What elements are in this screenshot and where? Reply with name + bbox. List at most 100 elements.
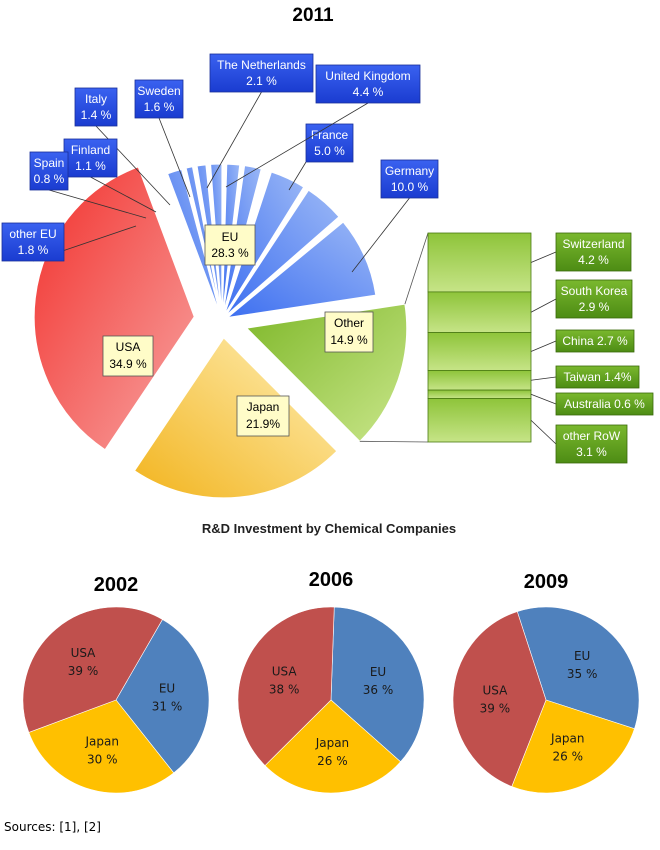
eu-label-spain: Spain 0.8 %	[29, 151, 147, 219]
leader-line	[90, 176, 157, 213]
other-label-text: China 2.7 %	[562, 334, 628, 348]
other-label-china: China 2.7 %	[530, 329, 635, 353]
bar-segment-switzerland	[427, 232, 532, 293]
other-label-box	[555, 329, 635, 353]
eu-label-value: 1.4 %	[81, 108, 112, 122]
other-label-south-korea: South Korea 2.9 %	[530, 279, 633, 319]
eu-label-name: Italy	[85, 92, 107, 106]
svg-text:34.9 %: 34.9 %	[109, 357, 147, 371]
slice-label-name: Japan	[315, 736, 349, 750]
other-label-australia: Australia 0.6 %	[530, 392, 654, 416]
svg-text:Japan: Japan	[247, 400, 280, 414]
other-label-name: South Korea	[561, 284, 628, 298]
eu-label-other-eu: other EU 1.8 %	[1, 222, 137, 262]
bar-segment-taiwan	[427, 370, 532, 391]
leader-line	[530, 340, 557, 352]
leader-line	[288, 161, 307, 191]
leader-line	[158, 117, 191, 198]
eu-label-value: 1.6 %	[144, 100, 175, 114]
eu-label-value: 4.4 %	[353, 85, 384, 99]
other-label-name: other RoW	[563, 429, 621, 443]
slice-usa	[452, 611, 547, 787]
eu-label-box	[1, 222, 65, 262]
other-label-taiwan: Taiwan 1.4%	[530, 365, 640, 389]
leader-line	[225, 102, 369, 188]
slice-label-name: EU	[574, 649, 590, 663]
eu-label-name: Germany	[385, 164, 434, 178]
other-label-box	[555, 365, 640, 389]
other-label-name: Switzerland	[562, 237, 624, 251]
eu-label-finland: Finland 1.1 %	[63, 138, 157, 213]
eu-label-box	[209, 53, 314, 93]
chart-title-2011: 2011	[292, 5, 334, 26]
slice-label-name: USA	[272, 665, 298, 679]
slice-label-name: USA	[482, 683, 508, 697]
label-usa: USA 34.9 %	[102, 335, 154, 377]
pie-title: 2002	[94, 574, 139, 596]
sources-note: Sources: [1], [2]	[4, 820, 101, 834]
leader-line	[530, 393, 557, 405]
svg-text:28.3 %: 28.3 %	[211, 246, 249, 260]
eu-label-value: 10.0 %	[391, 180, 429, 194]
eu-label-value: 5.0 %	[314, 144, 345, 158]
other-label-switzerland: Switzerland 4.2 %	[530, 232, 632, 272]
slice-usa	[22, 606, 163, 733]
eu-label-name: United Kingdom	[325, 69, 410, 83]
svg-text:14.9 %: 14.9 %	[330, 333, 368, 347]
eu-label-united-kingdom: United Kingdom 4.4 %	[225, 64, 421, 188]
eu-label-value: 1.8 %	[18, 243, 49, 257]
eu-label-box	[74, 87, 118, 127]
other-label-box	[555, 392, 654, 416]
leader-line	[351, 197, 410, 273]
slice-eu-france	[225, 189, 340, 316]
slice-label-value: 39 %	[68, 664, 99, 678]
slice-eu	[115, 619, 210, 774]
pie-title: 2006	[309, 569, 354, 591]
slice-label-name: Japan	[550, 731, 584, 745]
eu-label-box	[63, 138, 118, 178]
slice-japan	[133, 337, 338, 499]
slice-usa	[33, 166, 195, 451]
other-label-value: 2.9 %	[579, 300, 610, 314]
eu-label-name: Sweden	[137, 84, 180, 98]
connector-bottom	[359, 440, 429, 443]
leader-line	[530, 251, 557, 263]
label-japan: Japan 21.9%	[236, 395, 290, 437]
slice-label-value: 26 %	[553, 749, 584, 763]
slice-japan	[511, 699, 635, 794]
bar-segment-china	[427, 332, 532, 371]
pie-title: 2009	[524, 571, 569, 593]
slice-label-name: EU	[370, 665, 386, 679]
bar-segment-australia	[427, 389, 532, 399]
eu-label-name: Spain	[34, 156, 65, 170]
eu-label-box	[305, 123, 354, 163]
leader-line	[530, 376, 557, 381]
eu-label-name: The Netherlands	[217, 58, 306, 72]
connector-top	[404, 232, 429, 305]
eu-label-italy: Italy 1.4 %	[74, 87, 171, 206]
leader-line	[530, 419, 557, 445]
leader-line	[206, 91, 262, 189]
slice-usa	[237, 606, 335, 766]
pie-2006: 2006 EU 36 % Japan 26 % USA 38 %	[237, 569, 425, 794]
subtitle: R&D Investment by Chemical Companies	[202, 521, 456, 536]
eu-label-name: France	[311, 128, 349, 142]
slice-label-name: USA	[71, 646, 97, 660]
eu-label-name: Finland	[71, 143, 110, 157]
eu-label-the-netherlands: The Netherlands 2.1 %	[206, 53, 314, 189]
svg-text:USA: USA	[116, 340, 141, 354]
small-pies: 2002 EU 31 % Japan 30 % USA 39 % 2006 EU 36 % Japa…	[22, 569, 640, 794]
slice-label-value: 39 %	[480, 701, 511, 715]
slice-label-value: 26 %	[317, 754, 348, 768]
slice-eu	[330, 606, 425, 763]
slice-label-value: 30 %	[87, 752, 118, 766]
slice-japan	[264, 699, 401, 794]
slice-japan	[28, 699, 175, 794]
other-label-box	[555, 232, 632, 272]
slice-eu-other-eu	[166, 168, 221, 315]
pie-2009: 2009 EU 35 % Japan 26 % USA 39 %	[452, 571, 640, 794]
other-label-value: 3.1 %	[576, 445, 607, 459]
eu-label-name: other EU	[9, 227, 56, 241]
svg-text:Other: Other	[334, 316, 364, 330]
eu-label-france: France 5.0 %	[288, 123, 354, 191]
